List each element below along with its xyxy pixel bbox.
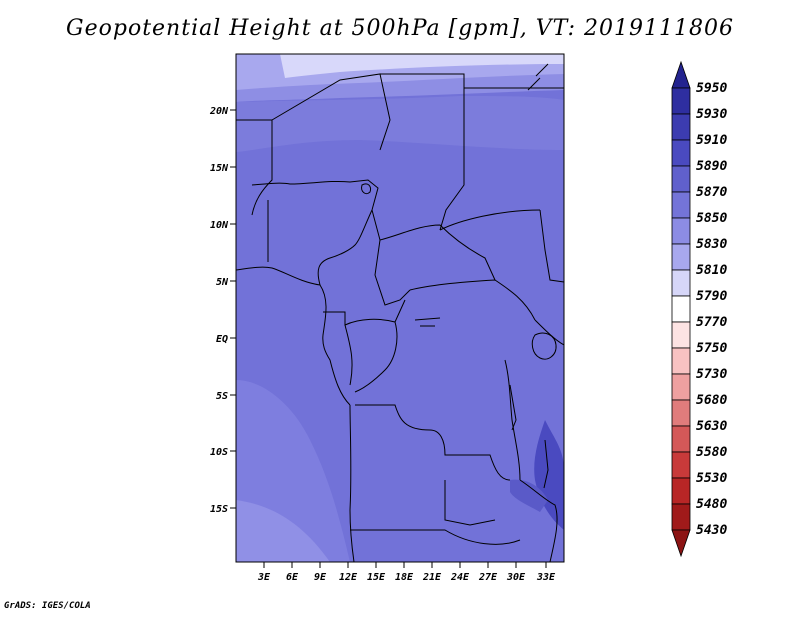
lon-label-27e: 27E (478, 572, 498, 583)
country-borders (236, 54, 564, 562)
colorbar-swatch (671, 113, 691, 141)
lon-label-21e: 21E (422, 572, 442, 583)
border-tanzania-drc (504, 359, 521, 481)
lat-label-10s: 10S (210, 447, 228, 458)
colorbar-swatch (671, 373, 691, 401)
colorbar-label: 5770 (696, 315, 727, 330)
colorbar-label: 5680 (696, 393, 727, 408)
lon-label-33e: 33E (536, 572, 556, 583)
colorbar-swatch (671, 165, 691, 193)
colorbar-label: 5580 (696, 445, 727, 460)
height-field (236, 54, 564, 562)
border-congo-drc (354, 321, 398, 393)
lake-chad (361, 183, 371, 195)
colorbar-label: 5530 (696, 471, 727, 486)
lat-label-eq: EQ (216, 334, 228, 345)
colorbar-swatch (671, 451, 691, 479)
lat-label-10n: 10N (210, 220, 229, 231)
colorbar-swatch (671, 243, 691, 271)
border-sudan-south (439, 209, 541, 231)
colorbar-swatch (671, 399, 691, 427)
colorbar-label: 5480 (696, 497, 727, 512)
lon-label-18e: 18E (395, 572, 414, 583)
colorbar-label: 5850 (696, 211, 727, 226)
southwest-coastline (349, 404, 355, 562)
colorbar-label: 5890 (696, 159, 727, 174)
lon-label-6e: 6E (286, 572, 299, 583)
colorbar-label: 5950 (696, 81, 727, 96)
lon-label-12e: 12E (339, 572, 358, 583)
colorbar-swatch (671, 347, 691, 375)
lon-label-3e: 3E (257, 572, 271, 583)
border-angola-zambia (444, 480, 496, 526)
colorbar-swatch (671, 425, 691, 453)
colorbar-swatch (671, 477, 691, 505)
colorbar-swatch (671, 295, 691, 323)
colorbar-swatch (671, 191, 691, 219)
colorbar-label: 5810 (696, 263, 727, 278)
border-mali-algeria (236, 119, 273, 216)
colorbar-swatch (671, 217, 691, 245)
lon-axis: 3E 6E 9E 12E 15E 18E 21E 24E 27E 30E 33E (257, 562, 556, 583)
colorbar-swatch (671, 503, 691, 531)
border-mozambique (519, 479, 558, 562)
colorbar-label: 5910 (696, 133, 727, 148)
colorbar-label: 5790 (696, 289, 727, 304)
lon-label-24e: 24E (450, 572, 470, 583)
colorbar-swatch (671, 139, 691, 167)
chart-title: Geopotential Height at 500hPa [gpm], VT:… (66, 16, 734, 41)
border-nigeria-niger (251, 179, 379, 211)
colorbar-swatch (671, 321, 691, 349)
lat-label-15s: 15S (210, 504, 228, 515)
field-band-mid (236, 96, 564, 152)
red-sea-coast (527, 63, 549, 91)
colorbar-label: 5870 (696, 185, 727, 200)
border-chad-car (371, 209, 411, 306)
colorbar-label: 5730 (696, 367, 727, 382)
border-angola-drc (355, 404, 511, 481)
colorbar-swatch (671, 87, 691, 115)
border-gabon-south (344, 324, 353, 386)
colorbar-swatch (671, 269, 691, 297)
west-coastline (236, 266, 351, 406)
field-band-east (534, 420, 564, 530)
credit-text: GrADS: IGES/COLA (4, 601, 91, 611)
border-gabon-congo (323, 299, 406, 326)
field-band-south-2 (236, 500, 330, 562)
colorbar: 5950 5930 5910 5890 5870 5850 5830 5810 5790 5770… (671, 60, 727, 558)
border-libya-sudan (380, 73, 465, 231)
colorbar-label: 5430 (696, 523, 727, 538)
lon-label-9e: 9E (314, 572, 327, 583)
lake-victoria (531, 332, 557, 360)
lake-malawi (543, 439, 549, 489)
lat-label-15n: 15N (210, 163, 229, 174)
border-car-sudan (379, 224, 496, 281)
lake-tanganyika (509, 384, 517, 431)
colorbar-label: 5750 (696, 341, 727, 356)
river-congo (414, 317, 441, 327)
lon-label-30e: 30E (506, 572, 526, 583)
border-drc-north (409, 279, 536, 321)
field-band-east-2 (510, 479, 548, 512)
field-band-north-3 (280, 54, 564, 78)
colorbar-swatch (671, 60, 691, 89)
colorbar-label: 5930 (696, 107, 727, 122)
lat-label-5n: 5N (216, 277, 229, 288)
lat-label-5s: 5S (216, 391, 228, 402)
colorbar-label: 5630 (696, 419, 727, 434)
lat-label-20n: 20N (209, 106, 229, 117)
lat-axis: 20N 15N 10N 5N EQ 5S 10S 15S (209, 106, 236, 515)
colorbar-label: 5830 (696, 237, 727, 252)
colorbar-swatch (671, 529, 691, 558)
border-namibia (350, 529, 521, 545)
map-frame (235, 53, 565, 563)
border-nigeria-cameroon (317, 209, 373, 286)
border-ethiopia (539, 209, 564, 283)
lon-label-15e: 15E (367, 572, 386, 583)
border-egypt-sudan (464, 54, 564, 89)
